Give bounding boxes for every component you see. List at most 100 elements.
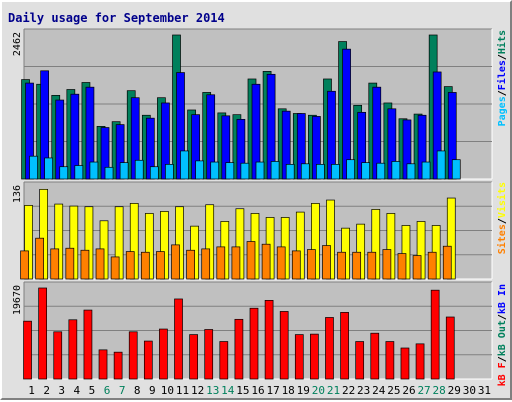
bar-pages-day-1 [29, 155, 38, 180]
x-tick-day-30: 30 [463, 384, 476, 397]
bar-kbytes-day-5 [83, 309, 93, 380]
bar-sites-day-28 [427, 251, 437, 280]
x-tick-day-29: 29 [448, 384, 461, 397]
legend-entry: / [497, 90, 508, 96]
bar-pages-day-5 [89, 161, 99, 180]
x-tick-day-21: 21 [327, 384, 340, 397]
bar-sites-day-4 [65, 247, 75, 280]
bar-pages-day-22 [346, 159, 355, 180]
bar-pages-day-13 [210, 161, 220, 180]
bar-kbytes-day-13 [204, 329, 214, 380]
series-kbytes [23, 287, 455, 380]
panel-kbytes: 19670 [12, 281, 493, 380]
legend-entry: / [497, 356, 508, 362]
bar-kbytes-day-1 [23, 320, 32, 380]
x-tick-day-16: 16 [251, 384, 264, 397]
bar-kbytes-day-24 [370, 332, 380, 380]
x-tick-day-2: 2 [43, 384, 50, 397]
x-tick-day-5: 5 [89, 384, 96, 397]
x-tick-day-3: 3 [58, 384, 65, 397]
legend-entry: / [497, 314, 508, 320]
x-tick-day-19: 19 [297, 384, 310, 397]
legend-entry: kB In [497, 284, 508, 314]
x-tick-day-24: 24 [372, 384, 386, 397]
bar-pages-day-10 [165, 164, 174, 180]
bar-sites-day-26 [397, 253, 407, 280]
bar-sites-day-6 [95, 248, 105, 280]
bar-sites-day-10 [156, 251, 165, 280]
bar-pages-day-28 [436, 150, 446, 180]
bar-kbytes-day-20 [310, 333, 319, 380]
bar-kbytes-day-28 [430, 289, 440, 380]
bar-sites-day-16 [246, 241, 256, 280]
bar-pages-day-21 [331, 164, 340, 180]
bar-pages-day-24 [376, 162, 386, 180]
bar-kbytes-day-11 [174, 298, 183, 380]
x-tick-day-6: 6 [104, 384, 111, 397]
bar-sites-day-23 [352, 251, 362, 280]
bar-kbytes-day-23 [355, 341, 365, 380]
bar-pages-day-11 [180, 150, 189, 180]
y-max-label: 136 [12, 185, 23, 203]
x-tick-day-9: 9 [149, 384, 156, 397]
x-tick-day-23: 23 [357, 384, 370, 397]
legend-entry: Pages [497, 96, 508, 126]
bar-pages-day-7 [119, 162, 129, 180]
bar-sites-day-18 [276, 246, 286, 280]
panel-visits-sites: 136 [12, 181, 493, 280]
bar-kbytes-day-27 [415, 343, 425, 380]
bar-kbytes-day-3 [53, 331, 63, 380]
bar-kbytes-day-25 [385, 341, 395, 380]
bar-sites-day-19 [291, 250, 301, 280]
x-tick-day-13: 13 [206, 384, 219, 397]
bar-kbytes-day-7 [113, 351, 123, 380]
bar-sites-day-3 [50, 248, 60, 280]
bar-pages-day-9 [149, 166, 159, 180]
x-tick-day-28: 28 [433, 384, 446, 397]
bar-kbytes-day-19 [294, 334, 304, 380]
bar-sites-day-25 [382, 249, 392, 280]
x-axis-ticks: 1 2 3 4 5 6 7 8 9 10 11 12 13 14 15 16 17 18 19 20 21 22 23 24 2… [28, 384, 491, 397]
legend-entry: kB F [497, 362, 508, 386]
x-tick-day-14: 14 [221, 384, 235, 397]
bar-sites-day-20 [307, 249, 316, 280]
x-tick-day-4: 4 [74, 384, 81, 397]
chart-panels: 2462 136 19670 [12, 28, 493, 380]
legend-entry: / [497, 54, 508, 60]
bar-sites-day-7 [110, 256, 120, 280]
bar-pages-day-26 [406, 163, 416, 180]
bar-pages-day-18 [285, 164, 295, 180]
bar-kbytes-day-6 [98, 349, 108, 380]
bar-kbytes-day-8 [128, 331, 138, 380]
bar-kbytes-day-15 [234, 318, 244, 380]
x-tick-day-12: 12 [191, 384, 204, 397]
bar-pages-day-3 [59, 166, 69, 180]
x-tick-day-7: 7 [119, 384, 126, 397]
bar-sites-day-24 [367, 251, 377, 280]
series-sites [20, 237, 452, 280]
bar-pages-day-27 [421, 161, 431, 180]
bar-sites-day-12 [186, 249, 195, 280]
bar-sites-day-5 [80, 249, 90, 280]
legend-top: Pages/Files/Hits [496, 30, 508, 126]
bar-pages-day-15 [240, 162, 250, 180]
bar-kbytes-day-4 [68, 319, 78, 380]
x-tick-day-1: 1 [28, 384, 35, 397]
bar-pages-day-6 [104, 166, 114, 180]
x-tick-day-11: 11 [176, 384, 189, 397]
series-pages [29, 150, 461, 180]
legend-entry: kB Out [497, 320, 508, 356]
bar-pages-day-12 [195, 160, 204, 180]
x-tick-day-8: 8 [134, 384, 141, 397]
bar-sites-day-15 [231, 246, 241, 280]
bar-kbytes-day-16 [249, 307, 259, 380]
bar-sites-day-9 [140, 251, 150, 280]
legend-entry: Visits [496, 182, 508, 218]
bar-kbytes-day-18 [279, 311, 289, 380]
bar-kbytes-day-10 [159, 328, 168, 380]
legend-entry: / [497, 218, 508, 224]
bar-kbytes-day-26 [400, 347, 410, 380]
